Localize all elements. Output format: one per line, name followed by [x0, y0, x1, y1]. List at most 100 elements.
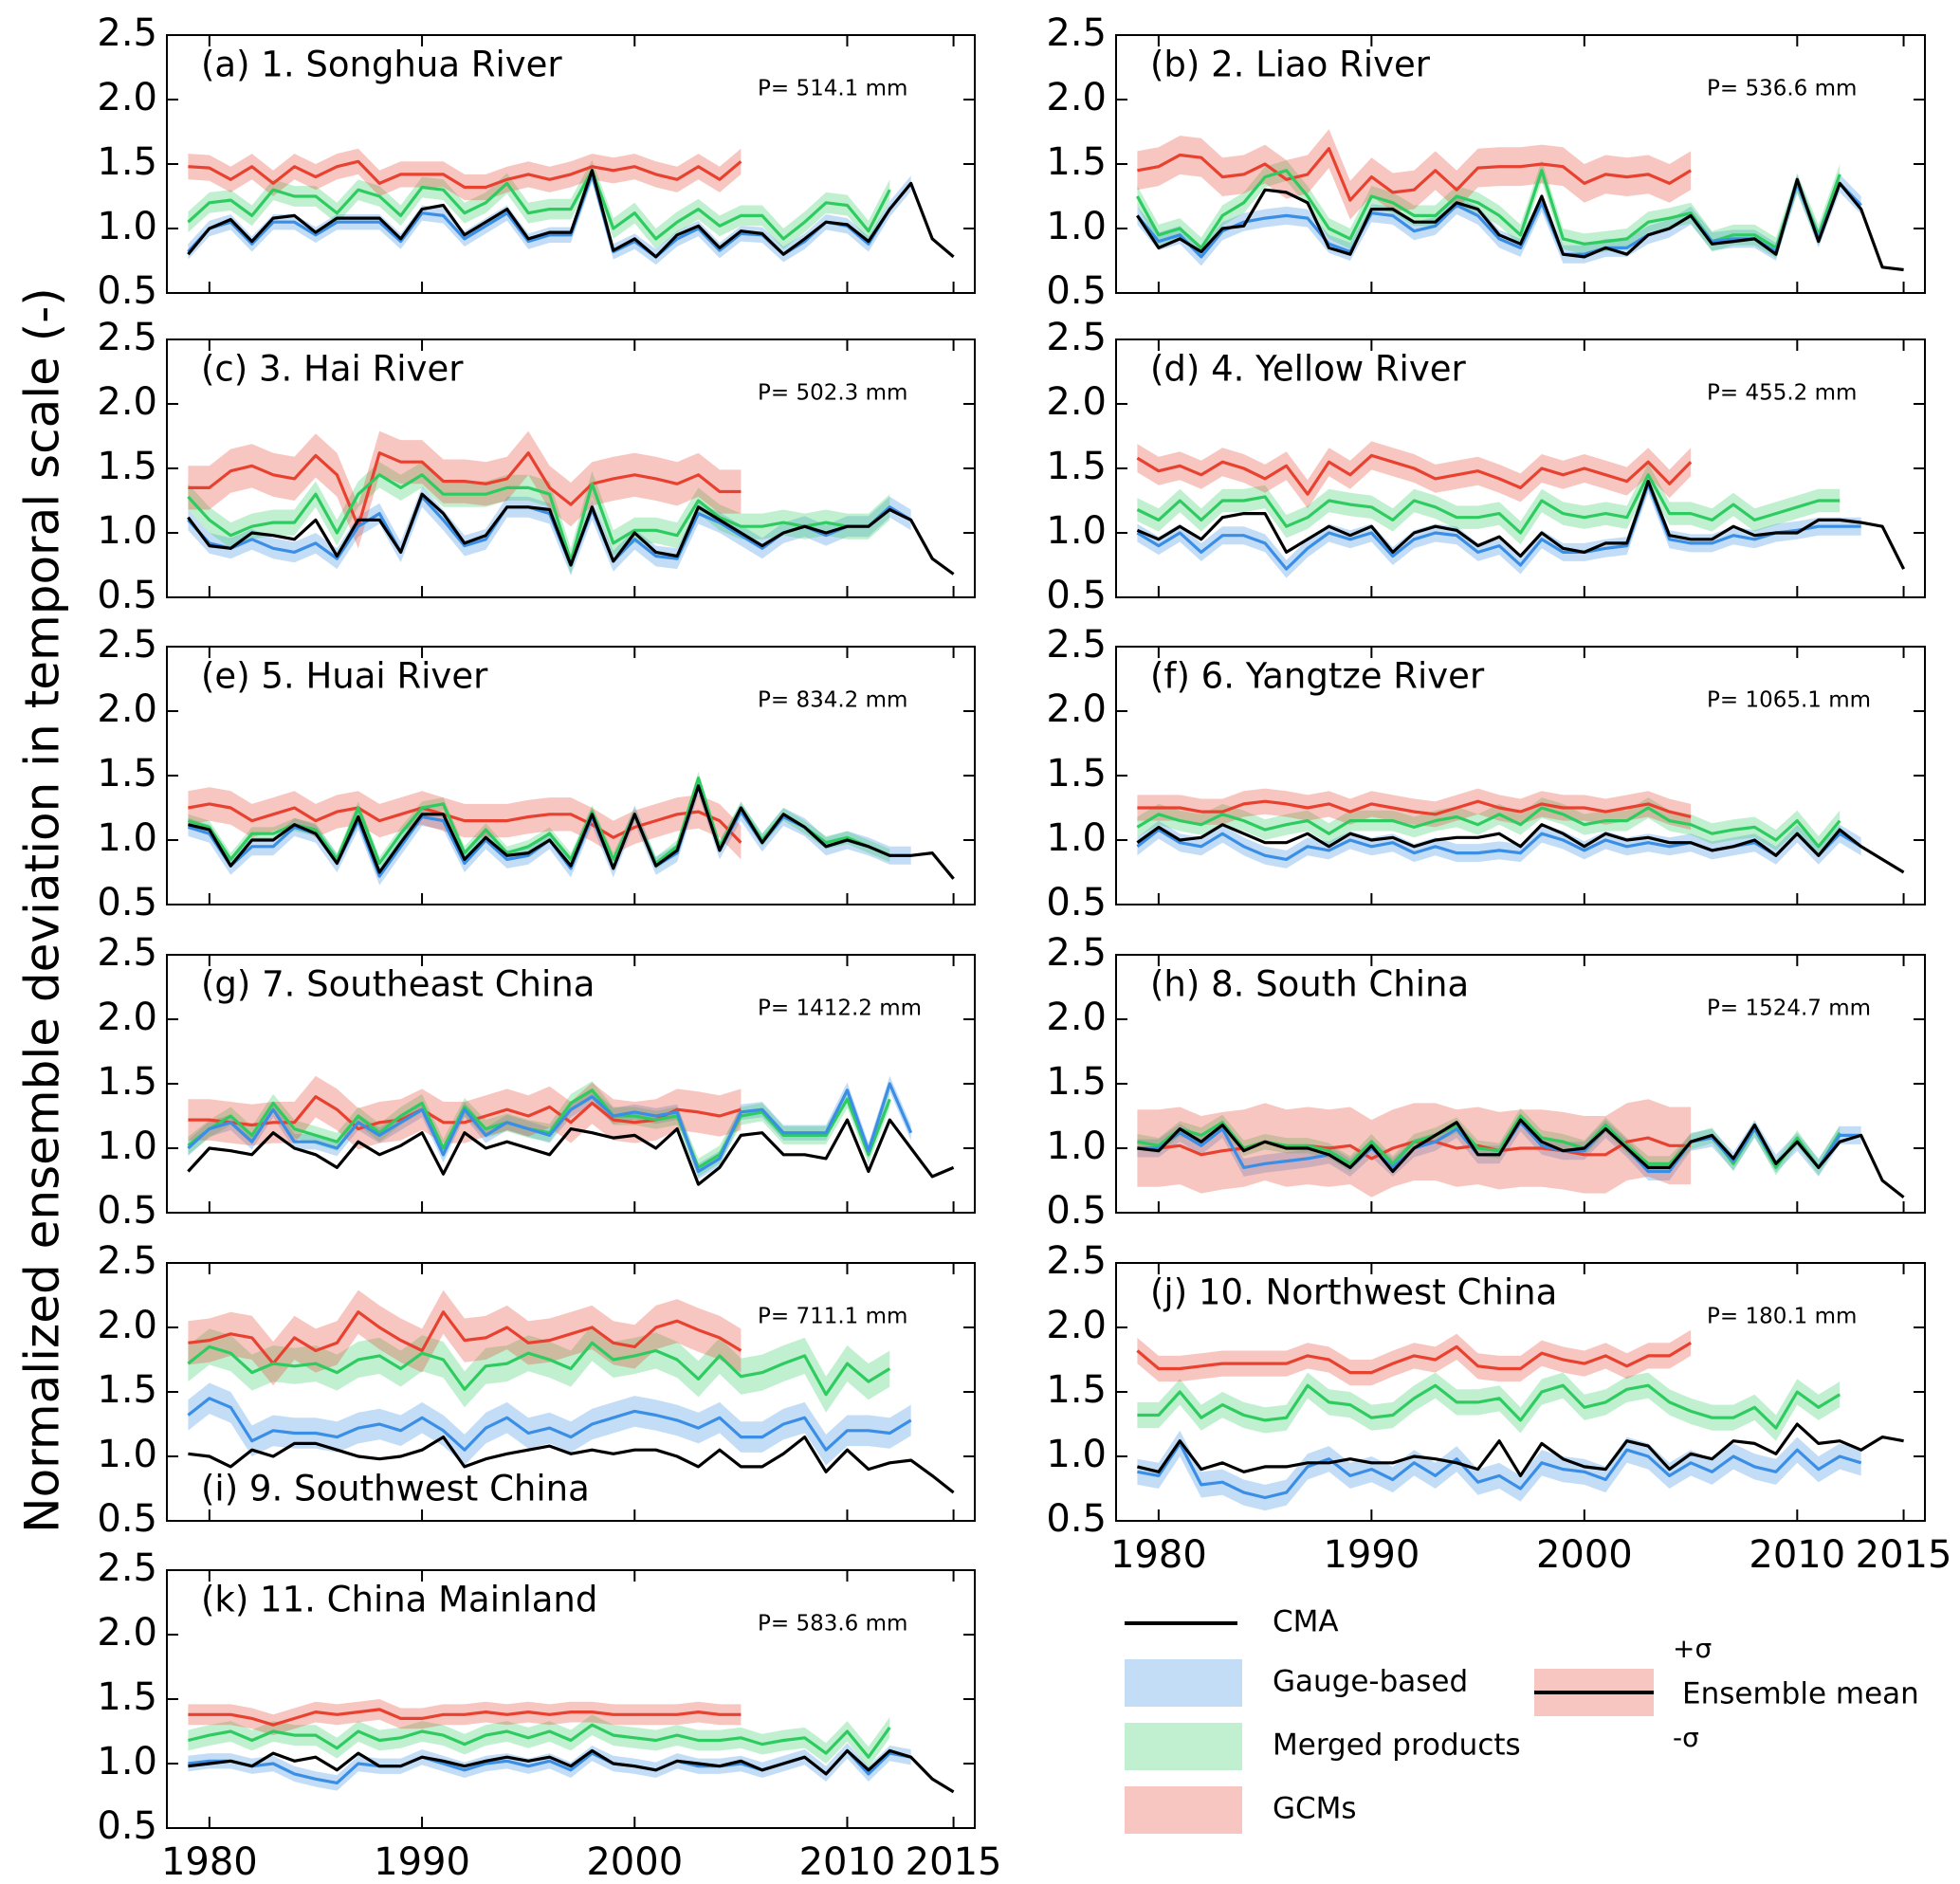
y-tick-label: 2.0: [97, 1304, 157, 1347]
y-tick-label: 2.5: [97, 931, 157, 975]
y-tick-label: 0.5: [1046, 881, 1107, 924]
panel: 0.5 1.0 1.5 2.0 2.5 (c) 3. Hai River P= 502.3 …: [97, 316, 976, 617]
sd-band: [1137, 1329, 1692, 1386]
panel: 0.5 1.0 1.5 2.0 2.5 (e) 5. Huai River P= 834.2…: [97, 623, 976, 924]
sd-band: [188, 1075, 911, 1180]
legend-label: Gauge-based: [1273, 1665, 1468, 1699]
series-line: [1136, 453, 1693, 496]
panel: 0.5 1.0 1.5 2.0 2.5 (b) 2. Liao River P= 536.6…: [1046, 11, 1926, 313]
precip-annotation: P= 514.1 mm: [758, 77, 907, 101]
precip-annotation: P= 834.2 mm: [758, 688, 907, 713]
y-tick-label: 1.5: [97, 445, 157, 488]
series-line: [187, 473, 891, 563]
series-line: [187, 492, 955, 576]
y-tick-label: 2.5: [97, 1239, 157, 1283]
sd-band: [188, 486, 911, 576]
series-line: [1136, 181, 1862, 259]
legend-swatch: [1125, 1723, 1242, 1770]
x-tick-label: 2015: [1856, 1533, 1952, 1577]
series-line: [1136, 473, 1841, 535]
y-tick-label: 0.5: [1046, 1189, 1107, 1233]
y-axis-label: Normalized ensemble deviation in tempora…: [15, 287, 70, 1533]
series-line: [188, 1436, 955, 1494]
x-tick-label: 1980: [1110, 1533, 1207, 1577]
series-line: [188, 1708, 742, 1727]
y-tick-label: 1.5: [1046, 445, 1107, 488]
sd-band: [188, 1382, 911, 1466]
y-tick-label: 2.0: [97, 76, 157, 119]
series-line: [1136, 177, 1904, 272]
series-line: [187, 1341, 891, 1397]
panel: 0.5 1.0 1.5 2.0 2.5 1980 1990 2000 2010 2015 (j) 1…: [1046, 1239, 1951, 1577]
series-line: [1137, 799, 1692, 819]
y-tick-label: 2.5: [97, 623, 157, 667]
panel-title: (b) 2. Liao River: [1150, 45, 1431, 85]
y-tick-label: 0.5: [1046, 1497, 1107, 1541]
y-tick-label: 2.5: [97, 11, 157, 55]
panel: 0.5 1.0 1.5 2.0 2.5 (h) 8. South China P= 1524…: [1046, 931, 1926, 1233]
y-tick-label: 1.0: [1046, 1125, 1107, 1168]
series-line: [1136, 482, 1861, 571]
y-tick-label: 2.0: [1046, 996, 1107, 1039]
panel-title: (d) 4. Yellow River: [1150, 349, 1466, 390]
legend-note: -σ: [1673, 1722, 1699, 1753]
panel-title: (i) 9. Southwest China: [201, 1469, 590, 1509]
y-tick-label: 0.5: [97, 881, 157, 924]
precip-annotation: P= 711.1 mm: [758, 1305, 907, 1329]
y-tick-label: 2.0: [97, 687, 157, 731]
sd-band: [188, 1081, 890, 1177]
y-tick-label: 2.0: [97, 1611, 157, 1655]
y-tick-label: 2.5: [97, 1546, 157, 1590]
series-line: [187, 169, 955, 259]
legend-label: CMA: [1273, 1605, 1339, 1639]
y-tick-label: 1.0: [97, 1125, 157, 1168]
sd-band: [188, 1714, 890, 1768]
panel-title: (h) 8. South China: [1150, 964, 1469, 1005]
sd-band: [188, 159, 890, 249]
legend-note: Ensemble mean: [1682, 1677, 1919, 1711]
panel-title: (k) 11. China Mainland: [201, 1580, 597, 1620]
y-tick-label: 2.5: [1046, 316, 1107, 359]
panel: 0.5 1.0 1.5 2.0 2.5 (f) 6. Yangtze River P= 10…: [1046, 623, 1926, 924]
y-tick-label: 0.5: [97, 269, 157, 313]
legend-swatch: [1125, 1659, 1242, 1707]
x-tick-label: 2000: [1536, 1533, 1633, 1577]
series-line: [1136, 823, 1905, 874]
panel: 0.5 1.0 1.5 2.0 2.5 1980 1990 2000 2010 2015 (k) 1…: [97, 1546, 1001, 1884]
series-line: [1137, 147, 1692, 202]
sd-band: [1137, 1113, 1861, 1180]
series-line: [187, 1082, 913, 1174]
y-tick-label: 0.5: [97, 574, 157, 617]
sd-band: [1137, 820, 1861, 869]
series-line: [188, 159, 742, 190]
sd-band: [1137, 174, 1861, 266]
precip-annotation: P= 180.1 mm: [1707, 1305, 1857, 1329]
series-line: [1136, 1341, 1692, 1375]
sd-band: [1137, 129, 1692, 220]
panel-title: (g) 7. Southeast China: [201, 964, 595, 1005]
y-tick-label: 2.0: [1046, 380, 1107, 424]
sd-band: [1137, 788, 1692, 831]
precip-annotation: P= 583.6 mm: [758, 1612, 907, 1637]
series-line: [188, 1723, 891, 1759]
sd-band: [1137, 1107, 1841, 1176]
y-tick-label: 1.5: [97, 752, 157, 796]
legend-label: Merged products: [1273, 1729, 1521, 1763]
y-tick-label: 2.5: [1046, 623, 1107, 667]
series-line: [187, 1118, 955, 1186]
y-tick-label: 2.0: [1046, 76, 1107, 119]
panel-title: (c) 3. Hai River: [201, 349, 464, 390]
sd-band: [1137, 1430, 1861, 1511]
y-tick-label: 1.0: [97, 509, 157, 553]
y-tick-label: 2.5: [1046, 931, 1107, 975]
panel-title: (e) 5. Huai River: [201, 656, 488, 697]
panel: 0.5 1.0 1.5 2.0 2.5 (i) 9. Southwest China P= …: [97, 1239, 976, 1541]
y-tick-label: 1.5: [97, 1675, 157, 1719]
y-tick-label: 1.0: [97, 1740, 157, 1783]
y-tick-label: 2.5: [1046, 11, 1107, 55]
precip-annotation: P= 536.6 mm: [1707, 77, 1857, 101]
series-line: [1136, 806, 1841, 849]
series-line: [188, 784, 955, 880]
legend-swatch: [1125, 1786, 1242, 1834]
